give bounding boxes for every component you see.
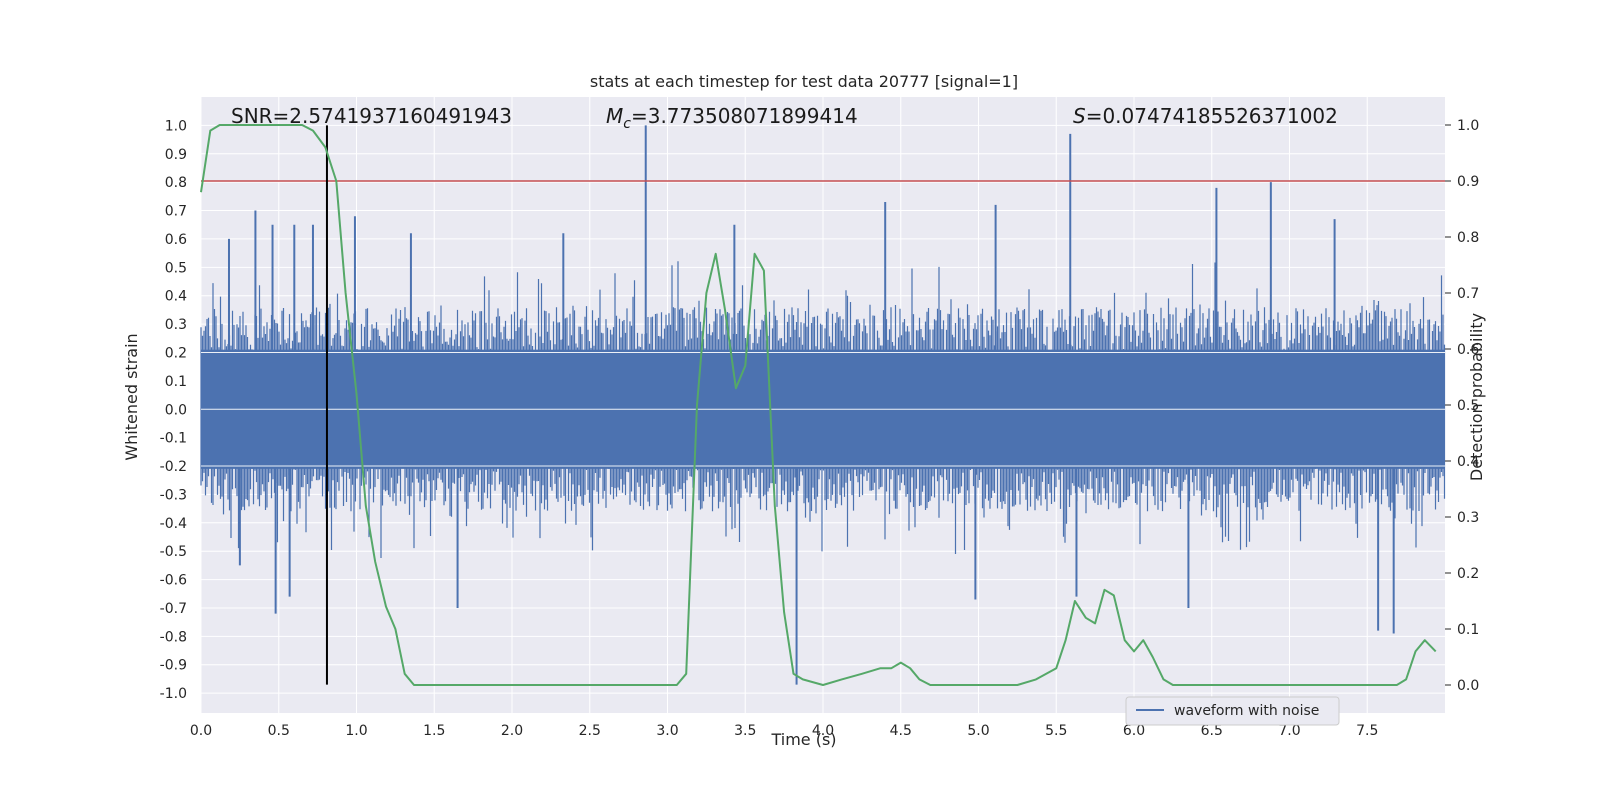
legend: waveform with noise bbox=[1125, 696, 1340, 726]
y-left-tick-label: -0.3 bbox=[160, 487, 187, 503]
x-tick-label: 2.5 bbox=[579, 723, 601, 739]
chirp-mass-symbol: M bbox=[606, 104, 623, 128]
y-right-tick-label: 1.0 bbox=[1457, 118, 1479, 134]
y-left-tick-label: -0.8 bbox=[160, 629, 187, 645]
y-left-tick-label: -0.5 bbox=[160, 544, 187, 560]
y-left-tick-label: 0.5 bbox=[165, 260, 187, 276]
snr-annotation: SNR=2.5741937160491943 bbox=[231, 104, 512, 128]
x-tick-label: 4.5 bbox=[890, 723, 912, 739]
legend-box bbox=[1125, 696, 1340, 726]
y-left-tick-label: 0.3 bbox=[165, 317, 187, 333]
y-left-tick-label: 0.2 bbox=[165, 345, 187, 361]
x-tick-label: 3.0 bbox=[656, 723, 678, 739]
y-right-tick-label: 0.8 bbox=[1457, 230, 1479, 246]
y-left-tick-label: -0.1 bbox=[160, 431, 187, 447]
y-right-tick-label: 0.3 bbox=[1457, 510, 1479, 526]
x-tick-label: 2.0 bbox=[501, 723, 523, 739]
x-tick-label: 6.0 bbox=[1123, 723, 1145, 739]
x-tick-label: 4.0 bbox=[812, 723, 834, 739]
x-tick-label: 7.5 bbox=[1356, 723, 1378, 739]
x-tick-label: 1.0 bbox=[345, 723, 367, 739]
y-right-tick-label: 0.0 bbox=[1457, 678, 1479, 694]
legend-entry: waveform with noise bbox=[1174, 703, 1319, 719]
y-left-tick-label: 0.7 bbox=[165, 204, 187, 220]
y-left-tick-label: 1.0 bbox=[165, 118, 187, 134]
y-left-tick-label: 0.1 bbox=[165, 374, 187, 390]
y-left-tick-label: -0.2 bbox=[160, 459, 187, 475]
y-left-tick-label: -0.4 bbox=[160, 516, 187, 532]
y-left-tick-label: -0.6 bbox=[160, 573, 187, 589]
s-symbol: S bbox=[1073, 104, 1086, 128]
x-tick-label: 7.0 bbox=[1278, 723, 1300, 739]
s-annotation: S=0.07474185526371002 bbox=[1073, 104, 1338, 128]
y-right-tick-label: 0.9 bbox=[1457, 174, 1479, 190]
detection-probability-line bbox=[200, 124, 1437, 686]
y-axis-left-ticks: 1.0 0.9 0.8 0.7 0.6 0.5 0.4 0.3 0.2 0.1 0.0 -0.1 -0.… bbox=[160, 118, 187, 702]
y-left-tick-label: -0.9 bbox=[160, 658, 187, 674]
y-right-tick-label: 0.5 bbox=[1457, 398, 1479, 414]
y-right-tick-label: 0.1 bbox=[1457, 622, 1479, 638]
y-left-tick-label: -0.7 bbox=[160, 601, 187, 617]
y-left-tick-label: 0.9 bbox=[165, 147, 187, 163]
chirp-mass-subscript: c bbox=[623, 116, 631, 132]
y-right-tick-label: 0.2 bbox=[1457, 566, 1479, 582]
x-axis-ticks: 0.0 0.5 1.0 1.5 2.0 2.5 3.0 3.5 4.0 4.5 5.0 5.5 6.0 6… bbox=[190, 723, 1379, 739]
waveform-series bbox=[200, 125, 1446, 685]
chirp-mass-value: =3.773508071899414 bbox=[631, 104, 858, 128]
y-left-tick-label: 0.0 bbox=[165, 402, 187, 418]
x-tick-label: 3.5 bbox=[734, 723, 756, 739]
chart-title: stats at each timestep for test data 207… bbox=[590, 72, 1018, 91]
y-axis-right-label: Detection probability bbox=[1467, 313, 1486, 481]
y-left-tick-label: 0.4 bbox=[165, 289, 187, 305]
x-tick-label: 0.5 bbox=[268, 723, 290, 739]
x-tick-label: 5.5 bbox=[1045, 723, 1067, 739]
y-right-tick-label: 0.7 bbox=[1457, 286, 1479, 302]
x-tick-label: 5.0 bbox=[967, 723, 989, 739]
y-axis-left-label: Whitened strain bbox=[122, 333, 141, 460]
x-tick-label: 1.5 bbox=[423, 723, 445, 739]
y-right-tick-label: 0.6 bbox=[1457, 342, 1479, 358]
y-right-tick-label: 0.4 bbox=[1457, 454, 1479, 470]
s-value: =0.07474185526371002 bbox=[1086, 104, 1338, 128]
y-left-tick-label: 0.8 bbox=[165, 175, 187, 191]
x-tick-label: 0.0 bbox=[190, 723, 212, 739]
y-left-tick-label: -1.0 bbox=[160, 686, 187, 702]
y-left-tick-label: 0.6 bbox=[165, 232, 187, 248]
chirp-mass-annotation: Mc=3.773508071899414 bbox=[606, 104, 858, 132]
x-axis-label: Time (s) bbox=[770, 730, 836, 749]
y-axis-right-ticks: 1.0 0.9 0.8 0.7 0.6 0.5 0.4 0.3 0.2 0.1 0.0 bbox=[1445, 118, 1479, 694]
x-tick-label: 6.5 bbox=[1201, 723, 1223, 739]
